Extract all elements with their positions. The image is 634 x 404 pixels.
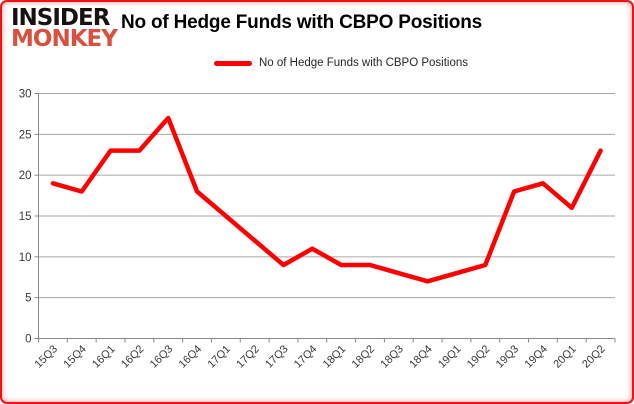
x-axis-label: 16Q1 bbox=[90, 343, 118, 371]
chart-title: No of Hedge Funds with CBPO Positions bbox=[121, 12, 482, 33]
x-axis-label: 16Q4 bbox=[177, 343, 205, 371]
x-axis-label: 19Q4 bbox=[523, 343, 551, 371]
x-axis-label: 19Q2 bbox=[465, 343, 493, 371]
x-axis-label: 18Q3 bbox=[378, 343, 406, 371]
x-axis-label: 17Q4 bbox=[292, 343, 320, 371]
x-axis-label: 17Q3 bbox=[263, 343, 291, 371]
y-axis-label: 20 bbox=[19, 170, 32, 182]
x-axis-label: 20Q1 bbox=[551, 343, 579, 371]
x-axis-label: 20Q2 bbox=[580, 343, 608, 371]
x-axis-label: 16Q2 bbox=[119, 343, 147, 371]
logo-monkey-text: MONKEY bbox=[11, 26, 118, 53]
series-line bbox=[50, 115, 603, 284]
x-axis-label: 16Q3 bbox=[148, 343, 176, 371]
legend-line-swatch bbox=[214, 60, 252, 66]
insider-monkey-logo: INSIDER MONKEY bbox=[11, 5, 118, 53]
y-axis-label: 5 bbox=[25, 293, 31, 305]
x-axis-label: 18Q4 bbox=[407, 343, 435, 371]
x-axis-label: 18Q2 bbox=[350, 343, 378, 371]
x-axis-label: 15Q3 bbox=[33, 343, 61, 371]
x-axis-label: 15Q4 bbox=[61, 343, 89, 371]
x-axis-label: 19Q1 bbox=[436, 343, 464, 371]
x-axis-label: 18Q1 bbox=[321, 343, 349, 371]
x-axis-label: 19Q3 bbox=[494, 343, 522, 371]
chart-legend: No of Hedge Funds with CBPO Positions bbox=[214, 57, 468, 69]
logo-insider-text: INSIDER bbox=[11, 5, 110, 31]
x-axis-label: 17Q2 bbox=[234, 343, 262, 371]
y-axis-label: 30 bbox=[19, 89, 32, 101]
y-axis-label: 15 bbox=[19, 211, 32, 223]
x-axis-label: 17Q1 bbox=[205, 343, 233, 371]
y-axis-label: 10 bbox=[19, 252, 32, 264]
legend-label: No of Hedge Funds with CBPO Positions bbox=[259, 57, 469, 69]
y-axis-label: 25 bbox=[19, 129, 32, 141]
y-axis-label: 0 bbox=[25, 334, 31, 346]
